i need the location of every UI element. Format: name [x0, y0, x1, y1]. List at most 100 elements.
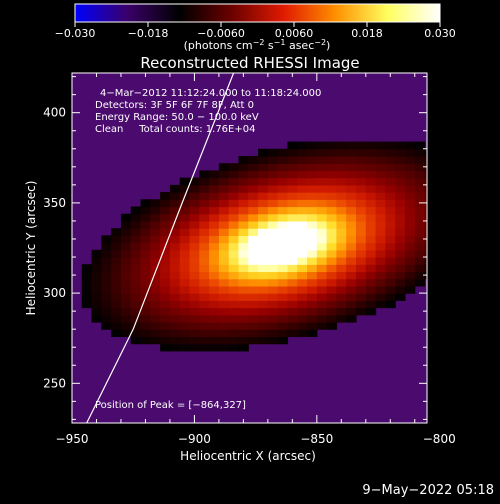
heatmap-cell: [365, 285, 377, 294]
heatmap-cell: [375, 141, 386, 150]
heatmap-cell: [297, 285, 308, 294]
heatmap-cell: [316, 177, 328, 186]
heatmap-cell: [189, 314, 200, 323]
heatmap-cell: [228, 170, 240, 179]
heatmap-cell: [179, 343, 191, 352]
heatmap-cell: [365, 307, 377, 316]
heatmap-cell: [277, 177, 289, 186]
heatmap-cell: [346, 155, 357, 164]
heatmap-cell: [277, 293, 289, 301]
heatmap-cell: [189, 192, 200, 200]
heatmap-cell: [287, 285, 298, 294]
heatmap-cell: [404, 271, 416, 280]
heatmap-cell: [209, 278, 220, 287]
heatmap-cell: [120, 307, 132, 316]
heatmap-cell: [375, 242, 386, 251]
heatmap-cell: [297, 220, 308, 229]
heatmap-cell: [365, 228, 377, 236]
heatmap-cell: [199, 213, 210, 222]
heatmap-cell: [375, 257, 386, 265]
heatmap-cell: [238, 321, 249, 330]
heatmap-cell: [375, 192, 386, 200]
heatmap-cell: [238, 192, 249, 200]
heatmap-cell: [248, 184, 259, 193]
heatmap-cell: [414, 148, 426, 157]
heatmap-cell: [189, 307, 200, 316]
heatmap-cell: [287, 329, 298, 338]
heatmap-cell: [189, 177, 200, 186]
heatmap-cell: [248, 336, 259, 345]
heatmap-cell: [277, 249, 289, 258]
heatmap-cell: [326, 271, 338, 280]
heatmap-cell: [258, 184, 269, 193]
heatmap-cell: [316, 163, 328, 172]
heatmap-cell: [385, 155, 396, 164]
heatmap-cell: [238, 155, 249, 164]
heatmap-cell: [395, 285, 406, 294]
heatmap-cell: [130, 329, 142, 338]
heatmap-cell: [414, 235, 426, 244]
heatmap-cell: [316, 184, 328, 193]
heatmap-cell: [287, 220, 298, 229]
heatmap-cell: [209, 170, 220, 179]
heatmap-cell: [316, 242, 328, 251]
heatmap-cell: [414, 163, 426, 172]
heatmap-cell: [179, 264, 191, 273]
heatmap-cell: [307, 278, 318, 287]
heatmap-cell: [267, 264, 279, 273]
heatmap-cell: [365, 184, 377, 193]
heatmap-cell: [424, 264, 427, 273]
heatmap-cell: [258, 155, 269, 164]
heatmap-cell: [307, 206, 318, 215]
heatmap-cell: [385, 249, 396, 258]
heatmap-cell: [414, 271, 426, 280]
heatmap-cell: [326, 249, 338, 258]
heatmap-cell: [150, 257, 161, 265]
heatmap-cell: [199, 184, 210, 193]
heatmap-cell: [120, 257, 132, 265]
y-axis-label: Heliocentric Y (arcsec): [24, 181, 38, 316]
heatmap-cell: [326, 300, 338, 309]
heatmap-cell: [375, 206, 386, 215]
heatmap-cell: [375, 249, 386, 258]
colorbar-tick-label: 0.018: [351, 27, 383, 40]
heatmap-cell: [189, 321, 200, 330]
heatmap-cell: [297, 271, 308, 280]
heatmap-cell: [150, 314, 161, 323]
heatmap-cell: [209, 192, 220, 200]
heatmap-cell: [326, 278, 338, 287]
heatmap-cell: [218, 314, 230, 323]
heatmap-cell: [248, 329, 259, 338]
heatmap-cell: [336, 314, 347, 323]
heatmap-cell: [199, 314, 210, 323]
heatmap-cell: [267, 307, 279, 316]
heatmap-cell: [424, 177, 427, 186]
heatmap-cell: [199, 228, 210, 236]
heatmap-cell: [356, 213, 367, 222]
heatmap-cell: [326, 242, 338, 251]
annotation-block: 4−Mar−2012 11:12:24.000 to 11:18:24.000 …: [95, 88, 321, 135]
heatmap-cell: [365, 148, 377, 157]
heatmap-cell: [199, 271, 210, 280]
heatmap-cell: [101, 235, 112, 244]
heatmap-cell: [169, 314, 181, 323]
heatmap-cell: [218, 206, 230, 215]
colorbar-tick-label: −0.018: [128, 27, 169, 40]
heatmap-cell: [101, 278, 112, 287]
heatmap-cell: [307, 249, 318, 258]
heatmap-cell: [258, 300, 269, 309]
heatmap-cell: [120, 228, 132, 236]
colorbar-tick-label: −0.0060: [197, 27, 245, 40]
heatmap-cell: [375, 293, 386, 301]
x-axis: −950 −900 −850 −800: [56, 73, 456, 446]
heatmap-cell: [111, 242, 122, 251]
heatmap-cell: [287, 141, 298, 150]
heatmap-cell: [346, 278, 357, 287]
heatmap-cell: [316, 155, 328, 164]
heatmap-cell: [238, 314, 249, 323]
heatmap-cell: [91, 249, 102, 258]
heatmap-cell: [307, 213, 318, 222]
heatmap-cell: [169, 343, 181, 352]
heatmap-cell: [307, 257, 318, 265]
heatmap-cell: [356, 155, 367, 164]
